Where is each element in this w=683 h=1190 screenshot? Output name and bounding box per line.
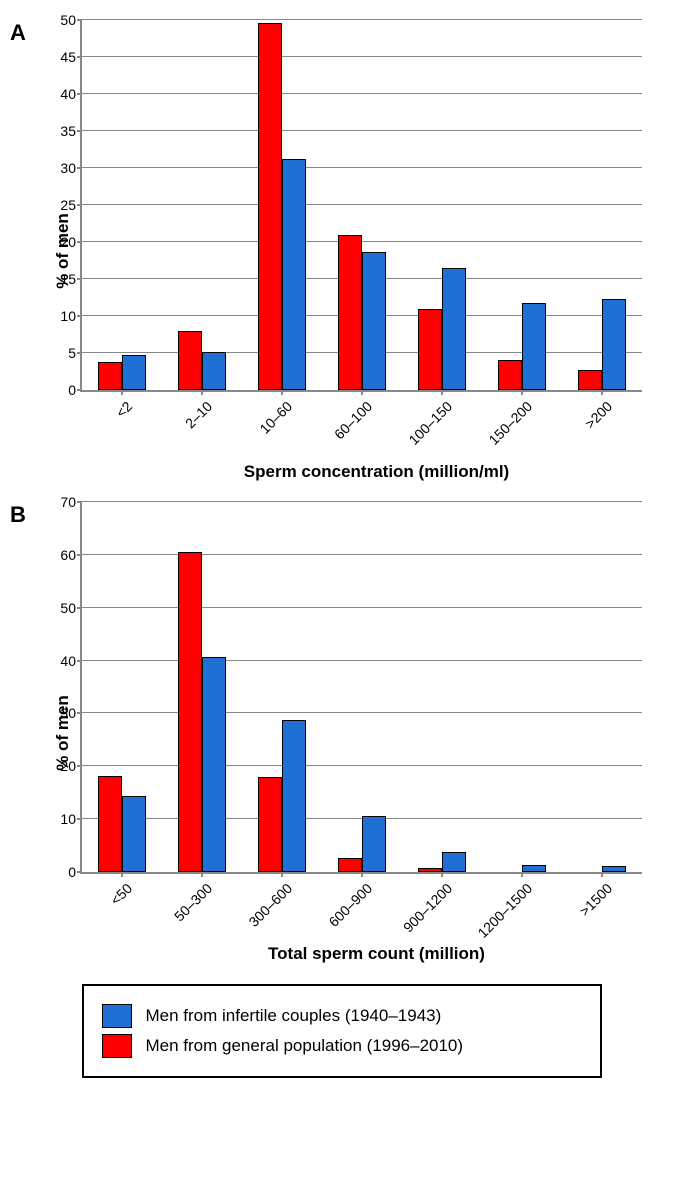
bar-infertile bbox=[122, 796, 146, 872]
ytick-label: 60 bbox=[60, 547, 82, 563]
bar-infertile bbox=[362, 252, 386, 390]
ytick-label: 5 bbox=[68, 345, 82, 361]
bar-general bbox=[338, 858, 362, 872]
xtick-label: 1200–1500 bbox=[524, 830, 585, 891]
panel-b: B % of men 010203040506070<5050–300300–6… bbox=[10, 502, 673, 964]
chart-a-xlabel: Sperm concentration (million/ml) bbox=[80, 462, 673, 482]
xtick-mark bbox=[361, 872, 363, 877]
gridline bbox=[82, 130, 642, 131]
ytick-label: 50 bbox=[60, 12, 82, 28]
bar-general bbox=[338, 235, 362, 390]
bar-infertile bbox=[602, 299, 626, 390]
xtick-mark bbox=[121, 872, 123, 877]
gridline bbox=[82, 765, 642, 766]
xtick-mark bbox=[281, 390, 283, 395]
xtick-label: <2 bbox=[124, 387, 147, 410]
chart-b-container: % of men 010203040506070<5050–300300–600… bbox=[80, 502, 673, 964]
panel-a: A % of men 05101520253035404550<22–1010–… bbox=[10, 20, 673, 482]
ytick-label: 40 bbox=[60, 653, 82, 669]
bar-general bbox=[98, 362, 122, 390]
ytick-label: 0 bbox=[68, 864, 82, 880]
legend-swatch bbox=[102, 1034, 132, 1058]
bar-general bbox=[98, 776, 122, 872]
xtick-mark bbox=[361, 390, 363, 395]
chart-b-plot-area: 010203040506070<5050–300300–600600–90090… bbox=[80, 502, 642, 874]
chart-a-container: % of men 05101520253035404550<22–1010–60… bbox=[80, 20, 673, 482]
ytick-label: 25 bbox=[60, 197, 82, 213]
gridline bbox=[82, 712, 642, 713]
bar-general bbox=[178, 552, 202, 872]
bar-infertile bbox=[442, 852, 466, 872]
xtick-mark bbox=[121, 390, 123, 395]
gridline bbox=[82, 241, 642, 242]
xtick-mark bbox=[201, 872, 203, 877]
ytick-label: 10 bbox=[60, 308, 82, 324]
xtick-mark bbox=[521, 872, 523, 877]
bar-general bbox=[178, 331, 202, 390]
gridline bbox=[82, 93, 642, 94]
ytick-label: 20 bbox=[60, 234, 82, 250]
legend-row: Men from general population (1996–2010) bbox=[102, 1034, 582, 1058]
xtick-mark bbox=[441, 390, 443, 395]
legend-label: Men from general population (1996–2010) bbox=[146, 1036, 464, 1056]
panel-a-label: A bbox=[10, 20, 26, 46]
bar-general bbox=[418, 309, 442, 390]
ytick-label: 10 bbox=[60, 811, 82, 827]
bar-infertile bbox=[362, 816, 386, 872]
bar-general bbox=[258, 777, 282, 872]
chart-a-plot-area: 05101520253035404550<22–1010–6060–100100… bbox=[80, 20, 642, 392]
bar-infertile bbox=[282, 159, 306, 390]
legend-box: Men from infertile couples (1940–1943) Me… bbox=[82, 984, 602, 1078]
bar-general bbox=[258, 23, 282, 390]
gridline bbox=[82, 554, 642, 555]
ytick-label: 70 bbox=[60, 494, 82, 510]
gridline bbox=[82, 607, 642, 608]
bar-infertile bbox=[122, 355, 146, 390]
ytick-label: 35 bbox=[60, 123, 82, 139]
gridline bbox=[82, 660, 642, 661]
chart-b-xlabel: Total sperm count (million) bbox=[80, 944, 673, 964]
ytick-label: 40 bbox=[60, 86, 82, 102]
xtick-mark bbox=[441, 872, 443, 877]
panel-b-label: B bbox=[10, 502, 26, 528]
bar-infertile bbox=[202, 657, 226, 872]
bar-infertile bbox=[522, 865, 546, 872]
xtick-mark bbox=[601, 390, 603, 395]
gridline bbox=[82, 56, 642, 57]
bar-general bbox=[578, 370, 602, 390]
gridline bbox=[82, 501, 642, 502]
gridline bbox=[82, 167, 642, 168]
gridline bbox=[82, 204, 642, 205]
ytick-label: 0 bbox=[68, 382, 82, 398]
legend-swatch bbox=[102, 1004, 132, 1028]
xtick-mark bbox=[601, 872, 603, 877]
bar-infertile bbox=[202, 352, 226, 390]
xtick-mark bbox=[521, 390, 523, 395]
bar-infertile bbox=[522, 303, 546, 390]
ytick-label: 30 bbox=[60, 160, 82, 176]
ytick-label: 30 bbox=[60, 705, 82, 721]
xtick-mark bbox=[281, 872, 283, 877]
ytick-label: 50 bbox=[60, 600, 82, 616]
bar-infertile bbox=[602, 866, 626, 872]
legend-row: Men from infertile couples (1940–1943) bbox=[102, 1004, 582, 1028]
bar-general bbox=[498, 360, 522, 390]
gridline bbox=[82, 19, 642, 20]
ytick-label: 15 bbox=[60, 271, 82, 287]
bar-infertile bbox=[282, 720, 306, 872]
bar-general bbox=[418, 868, 442, 872]
bar-infertile bbox=[442, 268, 466, 390]
ytick-label: 20 bbox=[60, 758, 82, 774]
legend-label: Men from infertile couples (1940–1943) bbox=[146, 1006, 442, 1026]
xtick-mark bbox=[201, 390, 203, 395]
ytick-label: 45 bbox=[60, 49, 82, 65]
